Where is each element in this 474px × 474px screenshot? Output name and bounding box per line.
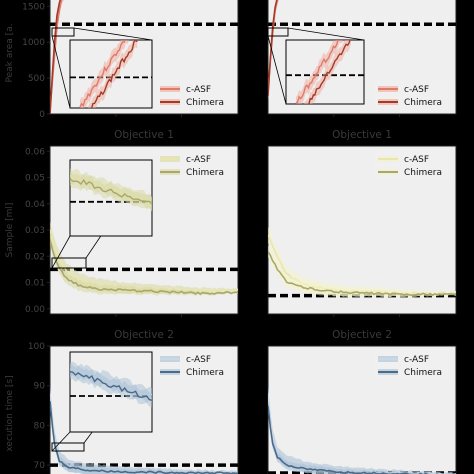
plot-content <box>268 0 456 101</box>
inset-line-c-asf <box>295 40 339 104</box>
plot-content <box>50 221 238 296</box>
legend: c-ASF Chimera <box>374 350 450 380</box>
inset-line-c-asf <box>79 40 126 108</box>
chart-title: Objective 2 <box>332 329 392 341</box>
y-axis-label: xecution time [s] <box>5 375 15 451</box>
plot-content <box>268 227 456 298</box>
y-axis-label: Sample [ml] <box>5 203 15 258</box>
legend-label-c-asf: c-ASF <box>404 85 429 95</box>
y-tick-label: 100 <box>28 342 45 352</box>
inset-source-box <box>51 27 75 37</box>
y-tick-label: 90 <box>34 382 46 392</box>
series-line-chimera <box>50 401 238 474</box>
legend: c-ASF Chimera <box>156 150 232 180</box>
y-tick-label: 1000 <box>22 38 45 48</box>
legend-label-chimera: Chimera <box>404 168 442 178</box>
inset-band-chimera <box>70 171 152 211</box>
legend: c-ASF Chimera <box>156 80 232 110</box>
inset-line-chimera <box>70 178 152 205</box>
y-tick-label: 0.00 <box>25 305 45 315</box>
inset-content <box>70 40 152 108</box>
legend-label-c-asf: c-ASF <box>404 155 429 165</box>
y-tick-label: 500 <box>28 74 45 84</box>
legend-label-c-asf: c-ASF <box>186 155 211 165</box>
inset-content <box>70 168 152 211</box>
chart-title: Objective 1 <box>114 129 174 141</box>
series-line-chimera <box>50 239 238 295</box>
chart-panel-r2c1: Objective 1 Sample [ml] 0.00 0.01 0.02 0.03 0.… <box>5 129 239 317</box>
series-line-chimera <box>268 406 456 474</box>
legend-label-chimera: Chimera <box>186 168 224 178</box>
series-band-chimera <box>50 396 238 474</box>
inset <box>267 27 365 105</box>
plot-content <box>50 387 238 474</box>
legend: c-ASF Chimera <box>374 150 450 180</box>
y-tick-label: 80 <box>34 421 46 431</box>
plot-content <box>268 387 456 474</box>
inset-source-box <box>51 257 87 269</box>
inset-frame <box>69 39 153 109</box>
y-axis-label: Peak area [a. <box>5 23 15 82</box>
chart-panel-r3c2: Objective 2 c-ASF Chimera <box>267 329 457 474</box>
chart-title: Objective 2 <box>114 329 174 341</box>
inset <box>51 159 153 269</box>
inset <box>51 351 153 452</box>
y-tick-label: 0.03 <box>25 226 45 236</box>
inset-band-c-asf <box>296 40 343 104</box>
inset-line-chimera <box>70 371 152 401</box>
inset-source-box <box>267 27 289 37</box>
chart-panel-r1c1: Peak area [a. 0 500 1000 1500 c-ASF Chimera <box>5 0 239 120</box>
panels: Peak area [a.050010001500c-ASFChimerac-A… <box>5 0 457 474</box>
chart-panel-r2c2: Objective 1 c-ASF Chimera <box>267 129 457 317</box>
series-line-chimera <box>268 250 456 297</box>
legend: c-ASF Chimera <box>374 80 450 110</box>
y-tick-label: 0.06 <box>25 147 45 157</box>
y-tick-label: 70 <box>34 461 46 471</box>
inset-connector <box>73 27 153 41</box>
y-tick-label: 0.04 <box>25 200 45 210</box>
inset-source-box <box>51 442 85 452</box>
inset-connector <box>51 235 71 269</box>
legend-label-chimera: Chimera <box>186 98 224 108</box>
legend-label-c-asf: c-ASF <box>186 355 211 365</box>
legend-label-chimera: Chimera <box>404 98 442 108</box>
chart-title: Objective 1 <box>332 129 392 141</box>
legend-label-c-asf: c-ASF <box>186 85 211 95</box>
inset-line-chimera <box>308 40 351 104</box>
y-tick-label: 0.05 <box>25 174 45 184</box>
inset-connector <box>287 27 365 41</box>
y-tick-label: 0.01 <box>25 279 45 289</box>
inset-band-chimera <box>70 364 152 408</box>
inset <box>51 27 153 109</box>
inset-band-c-asf <box>80 40 130 108</box>
inset-connector <box>51 35 71 109</box>
legend: c-ASF Chimera <box>156 350 232 380</box>
inset-connector <box>51 431 71 452</box>
inset-connector <box>267 35 287 105</box>
inset-line-chimera <box>90 40 138 108</box>
inset-content <box>70 361 152 408</box>
chart-panel-r3c1: Objective 2 xecution time [s] 70 80 90 100 c-A… <box>5 329 239 474</box>
legend-label-chimera: Chimera <box>404 368 442 378</box>
inset-content <box>286 40 364 104</box>
chart-panel-r1c2: c-ASF Chimera <box>267 0 457 117</box>
legend-label-c-asf: c-ASF <box>404 355 429 365</box>
y-tick-label: 0.02 <box>25 252 45 262</box>
y-tick-label: 1500 <box>22 2 45 12</box>
series-band-chimera <box>268 401 456 474</box>
y-tick-label: 0 <box>39 110 45 120</box>
plot-content <box>50 0 238 114</box>
legend-label-chimera: Chimera <box>186 368 224 378</box>
